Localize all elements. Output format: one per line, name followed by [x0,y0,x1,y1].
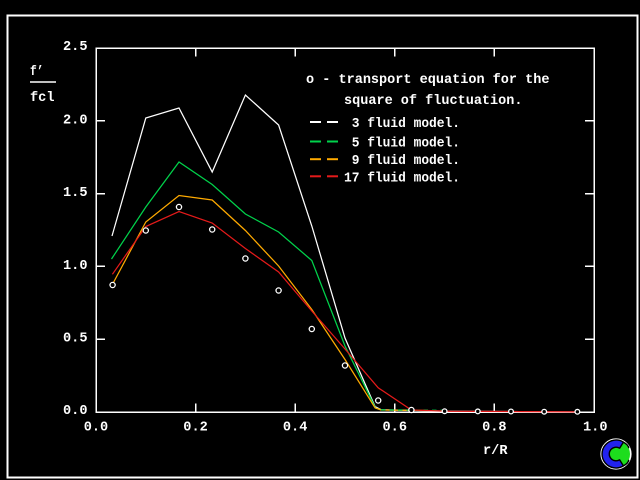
svg-text:0.0: 0.0 [63,404,88,419]
svg-text:f’: f’ [30,64,44,80]
svg-text:0.2: 0.2 [183,421,208,436]
svg-text:0.5: 0.5 [63,332,88,347]
svg-text:2.5: 2.5 [63,40,88,55]
svg-text:0.4: 0.4 [283,421,308,436]
svg-text:1.0: 1.0 [63,259,88,274]
svg-text:0.0: 0.0 [84,421,109,436]
svg-text:2.0: 2.0 [63,113,88,128]
svg-text:0.8: 0.8 [482,421,507,436]
svg-text:5 fluid model.: 5 fluid model. [344,136,460,152]
svg-text:0.6: 0.6 [383,421,408,436]
svg-text:fcl: fcl [30,90,55,106]
svg-text:1.5: 1.5 [63,186,88,201]
svg-text:9 fluid model.: 9 fluid model. [344,153,460,169]
svg-text:r/R: r/R [483,443,508,459]
svg-text:17 fluid model.: 17 fluid model. [344,170,460,186]
svg-text:3 fluid model.: 3 fluid model. [344,116,460,132]
svg-text:square of fluctuation.: square of fluctuation. [344,93,523,109]
svg-text:o - transport equation for the: o - transport equation for the [306,72,550,88]
svg-text:1.0: 1.0 [583,421,608,436]
